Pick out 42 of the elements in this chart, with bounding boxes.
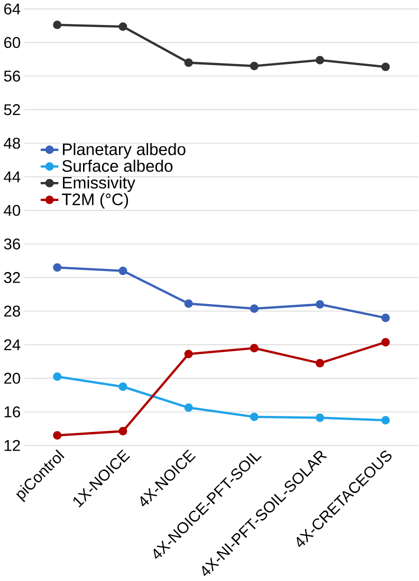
y-tick-label: 28	[4, 306, 20, 317]
point	[118, 382, 128, 391]
point	[381, 416, 390, 425]
y-tick-label: 40	[4, 204, 20, 216]
y-tick-label: 44	[4, 171, 20, 182]
y-tick-label: 32	[4, 272, 20, 284]
point	[184, 403, 193, 412]
legend-label: Emissivity	[63, 176, 136, 192]
legend-label: T2M (°C)	[62, 193, 128, 209]
legend-label: Planetary albedo	[63, 143, 186, 158]
y-tick-label: 56	[4, 70, 20, 82]
point	[250, 412, 259, 422]
y-tick-label: 16	[4, 406, 20, 418]
point	[381, 338, 390, 346]
point	[381, 62, 390, 72]
point	[118, 266, 128, 276]
point	[53, 431, 62, 440]
y-tick-label: 20	[4, 372, 20, 384]
point	[316, 56, 324, 64]
y-tick-label: 52	[4, 104, 20, 116]
point	[53, 263, 62, 272]
point	[118, 426, 128, 436]
legend-label: Surface albedo	[62, 160, 173, 172]
point	[118, 22, 128, 31]
point	[53, 20, 62, 30]
point	[316, 300, 324, 309]
point	[250, 304, 259, 313]
y-tick-label: 60	[4, 37, 20, 48]
point	[53, 372, 62, 381]
point	[184, 299, 193, 308]
point	[316, 358, 324, 368]
point	[381, 314, 390, 322]
y-tick-label: 24	[4, 339, 20, 350]
point	[250, 344, 259, 352]
y-tick-label: 48	[4, 138, 20, 149]
y-tick-label: 36	[4, 238, 20, 250]
point	[184, 350, 193, 358]
y-tick-label: 12	[4, 440, 20, 451]
y-tick-label: 64	[4, 3, 20, 14]
point	[184, 58, 193, 67]
point	[250, 62, 259, 70]
point	[316, 413, 324, 422]
